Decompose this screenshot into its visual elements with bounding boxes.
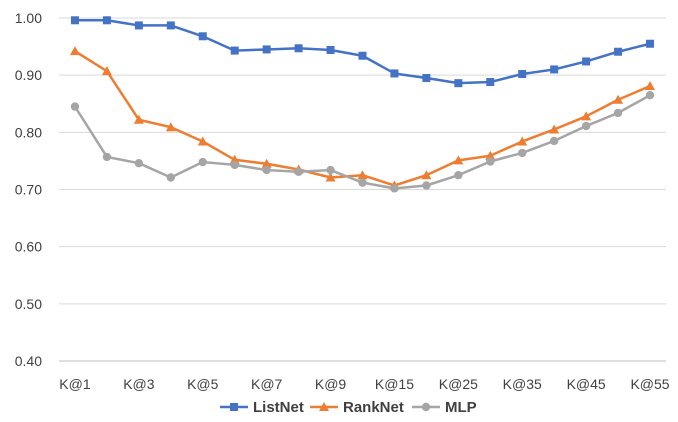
- data-point: [454, 171, 463, 180]
- data-point: [613, 94, 624, 104]
- data-point: [549, 124, 560, 134]
- data-point: [613, 108, 623, 118]
- legend-marker: [421, 402, 431, 412]
- data-point: [645, 81, 656, 91]
- series-line: [73, 49, 652, 187]
- data-point: [70, 102, 80, 111]
- y-tick-label: 0.50: [15, 296, 42, 312]
- data-point: [486, 78, 495, 87]
- y-tick-label: 0.40: [15, 353, 42, 369]
- data-point: [262, 45, 271, 54]
- data-point: [198, 157, 207, 167]
- data-point: [582, 57, 591, 66]
- legend-label: MLP: [445, 399, 477, 416]
- legend-label: RankNet: [343, 399, 404, 416]
- y-tick-label: 0.90: [15, 67, 42, 83]
- y-tick-label: 0.60: [15, 239, 42, 255]
- legend-marker: [319, 402, 329, 411]
- data-point: [581, 111, 592, 121]
- x-tick-label: K@15: [375, 376, 414, 392]
- data-point: [325, 172, 336, 182]
- legend-item: ListNet: [220, 399, 304, 416]
- data-point: [358, 51, 367, 60]
- x-tick-label: K@1: [59, 376, 91, 392]
- x-tick-label: K@35: [503, 376, 542, 392]
- series-mlp: [70, 90, 655, 193]
- data-point: [422, 74, 431, 83]
- x-tick-label: K@25: [439, 376, 478, 392]
- series-ranknet: [69, 46, 656, 190]
- data-point: [614, 47, 623, 56]
- legend-item: RankNet: [310, 399, 404, 416]
- data-point: [166, 21, 175, 30]
- data-point: [229, 154, 240, 164]
- data-point: [486, 157, 495, 166]
- data-point: [197, 136, 208, 146]
- y-tick-label: 1.00: [15, 10, 42, 26]
- x-tick-label: K@7: [251, 376, 283, 392]
- x-tick-label: K@3: [123, 376, 155, 392]
- data-point: [550, 65, 559, 74]
- data-point: [198, 32, 207, 41]
- data-point: [102, 16, 111, 25]
- data-point: [294, 167, 303, 176]
- data-point: [134, 159, 144, 168]
- data-point: [390, 69, 399, 78]
- data-point: [357, 170, 368, 180]
- data-point: [101, 66, 112, 76]
- legend-item: MLP: [412, 399, 477, 416]
- y-tick-labels: 0.40 0.50 0.60 0.70 0.80 0.90 1.00: [15, 10, 42, 369]
- series-line: [73, 19, 652, 85]
- y-tick-label: 0.80: [15, 124, 42, 140]
- x-tick-label: K@55: [630, 376, 669, 392]
- x-tick-label: K@5: [187, 376, 219, 392]
- x-tick-labels: K@1 K@3 K@5 K@7 K@9 K@15 K@25 K@35 K@45 K@55: [59, 376, 669, 392]
- data-point: [454, 79, 463, 88]
- data-point: [230, 46, 239, 55]
- data-point: [166, 173, 176, 182]
- data-point: [326, 165, 335, 175]
- data-point: [294, 44, 303, 53]
- series-listnet: [70, 16, 655, 88]
- x-tick-label: K@9: [315, 376, 347, 392]
- series: [69, 16, 656, 193]
- data-point: [517, 136, 528, 146]
- data-point: [133, 114, 144, 124]
- data-point: [422, 181, 431, 190]
- data-point: [134, 21, 143, 30]
- data-point: [261, 158, 272, 168]
- data-point: [262, 165, 271, 175]
- legend-marker: [230, 403, 238, 411]
- data-point: [518, 148, 527, 158]
- data-point: [645, 90, 655, 100]
- data-point: [390, 184, 399, 193]
- data-point: [70, 16, 79, 25]
- data-point: [581, 121, 591, 131]
- legend: ListNet RankNet MLP: [220, 399, 477, 416]
- data-point: [102, 152, 112, 162]
- data-point: [69, 46, 80, 56]
- data-point: [485, 150, 496, 160]
- data-point: [453, 155, 464, 165]
- data-point: [549, 136, 559, 146]
- data-point: [358, 178, 367, 187]
- y-tick-label: 0.70: [15, 182, 42, 198]
- gridlines: [59, 17, 666, 305]
- data-point: [421, 170, 432, 180]
- x-tick-label: K@45: [567, 376, 606, 392]
- data-point: [646, 39, 655, 48]
- legend-label: ListNet: [253, 399, 304, 416]
- data-point: [230, 160, 239, 170]
- data-point: [326, 46, 335, 55]
- data-point: [518, 70, 527, 79]
- data-point: [165, 122, 176, 132]
